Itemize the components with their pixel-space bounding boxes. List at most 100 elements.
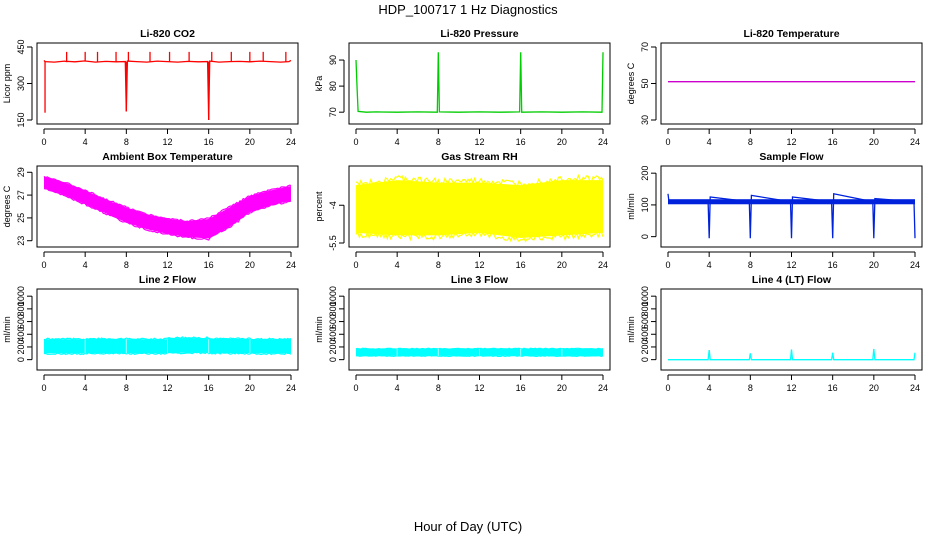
x-tick-label: 0 — [41, 383, 46, 393]
x-tick-label: 16 — [516, 137, 526, 147]
chart-panel-8: Line 3 Flow ml/min 0 4 8 12 16 20 24 0 20040060080… — [314, 274, 611, 393]
chart-title: Sample Flow — [759, 151, 824, 163]
y-tick-label: 30 — [640, 115, 650, 125]
x-tick-label: 16 — [516, 383, 526, 393]
x-tick-label: 0 — [665, 137, 670, 147]
y-axis-label: ml/min — [626, 193, 636, 220]
x-tick-label: 12 — [162, 260, 172, 270]
y-tick-label: 70 — [328, 107, 338, 117]
x-tick-label: 8 — [124, 383, 129, 393]
plot-frame — [348, 288, 611, 371]
y-tick-label: 0 — [640, 357, 650, 362]
series-line — [668, 348, 916, 361]
y-axis: 23 25 27 29 — [16, 167, 33, 246]
data-layer — [43, 175, 292, 241]
x-tick-label: 0 — [353, 260, 358, 270]
x-tick-label: 12 — [786, 260, 796, 270]
y-tick-label: 400 — [640, 327, 650, 342]
y-tick-label: -5.5 — [328, 235, 338, 251]
y-tick-label: 29 — [16, 167, 26, 177]
x-tick-label: 4 — [83, 137, 88, 147]
x-tick-label: 20 — [869, 137, 879, 147]
series-upper-edge — [43, 175, 292, 223]
y-axis: 30 50 70 — [640, 42, 657, 125]
chart-panel-9: Line 4 (LT) Flow ml/min 0 4 8 12 16 20 24 0 200400… — [626, 274, 923, 393]
y-tick-label: 600 — [328, 314, 338, 329]
x-tick-label: 12 — [474, 137, 484, 147]
x-tick-label: 4 — [395, 383, 400, 393]
x-tick-label: 4 — [707, 137, 712, 147]
y-tick-label: 0 — [16, 357, 26, 362]
x-tick-label: 8 — [748, 260, 753, 270]
y-tick-label: 90 — [328, 55, 338, 65]
y-tick-label: 27 — [16, 190, 26, 200]
data-layer — [668, 348, 916, 361]
plot-frame — [660, 288, 923, 371]
plot-frame — [36, 288, 299, 371]
data-layer — [355, 347, 604, 358]
chart-title: Line 3 Flow — [451, 274, 509, 286]
x-tick-label: 4 — [707, 260, 712, 270]
series-line — [667, 193, 916, 239]
x-tick-label: 8 — [124, 137, 129, 147]
x-tick-label: 24 — [910, 383, 920, 393]
plot-frame — [36, 42, 299, 125]
y-axis-label: degrees C — [626, 62, 636, 104]
x-tick-label: 8 — [436, 260, 441, 270]
x-axis: 0 4 8 12 16 20 24 — [41, 374, 296, 393]
y-tick-label: 23 — [16, 236, 26, 246]
chart-panel-4: Ambient Box Temperature degrees C 0 4 8 12 16 2… — [2, 151, 299, 270]
chart-panel-7: Line 2 Flow ml/min 0 4 8 12 16 20 24 0 20040060080… — [2, 274, 299, 393]
y-tick-label: 600 — [16, 314, 26, 329]
x-tick-label: 20 — [557, 383, 567, 393]
x-tick-label: 12 — [474, 260, 484, 270]
x-tick-label: 4 — [707, 383, 712, 393]
x-tick-label: 24 — [598, 260, 608, 270]
chart-panel-2: Li-820 Pressure kPa 0 4 8 12 16 20 24 70 80 90 — [314, 28, 611, 147]
x-tick-label: 16 — [204, 137, 214, 147]
plot-frame — [36, 165, 299, 248]
x-tick-label: 12 — [786, 383, 796, 393]
chart-panel-6: Sample Flow ml/min 0 4 8 12 16 20 24 0 100 200 — [626, 151, 923, 270]
series-upper-edge — [355, 173, 604, 188]
page-title: HDP_100717 1 Hz Diagnostics — [378, 2, 558, 17]
series-line — [355, 52, 604, 113]
y-tick-label: 450 — [16, 39, 26, 54]
y-tick-label: 200 — [640, 339, 650, 354]
y-tick-label: 200 — [640, 166, 650, 181]
x-tick-label: 8 — [748, 137, 753, 147]
x-tick-label: 20 — [869, 260, 879, 270]
y-tick-label: 25 — [16, 213, 26, 223]
y-axis-label: ml/min — [314, 316, 324, 343]
y-tick-label: 0 — [640, 234, 650, 239]
series-band — [668, 199, 915, 205]
series-band — [356, 180, 603, 238]
x-tick-label: 0 — [41, 260, 46, 270]
y-axis: 0 100 200 — [640, 166, 657, 239]
x-axis-caption: Hour of Day (UTC) — [413, 519, 523, 534]
plot-frame — [660, 165, 923, 248]
y-tick-label: 1000 — [640, 286, 650, 306]
x-tick-label: 24 — [598, 383, 608, 393]
y-axis-label: kPa — [314, 76, 324, 92]
x-tick-label: 24 — [910, 137, 920, 147]
chart-title: Gas Stream RH — [441, 151, 517, 163]
chart-title: Line 4 (LT) Flow — [752, 274, 832, 286]
y-tick-label: 200 — [16, 339, 26, 354]
y-tick-label: 80 — [328, 81, 338, 91]
series-band — [44, 176, 291, 239]
y-axis-label: ml/min — [626, 316, 636, 343]
x-tick-label: 20 — [557, 137, 567, 147]
y-tick-label: 50 — [640, 78, 650, 88]
x-tick-label: 24 — [286, 137, 296, 147]
chart-title: Ambient Box Temperature — [102, 151, 233, 163]
x-tick-label: 24 — [910, 260, 920, 270]
x-tick-label: 12 — [474, 383, 484, 393]
data-layer — [667, 193, 916, 239]
x-tick-label: 20 — [557, 260, 567, 270]
x-tick-label: 12 — [786, 137, 796, 147]
x-tick-label: 20 — [869, 383, 879, 393]
x-tick-label: 12 — [162, 383, 172, 393]
x-tick-label: 20 — [245, 383, 255, 393]
